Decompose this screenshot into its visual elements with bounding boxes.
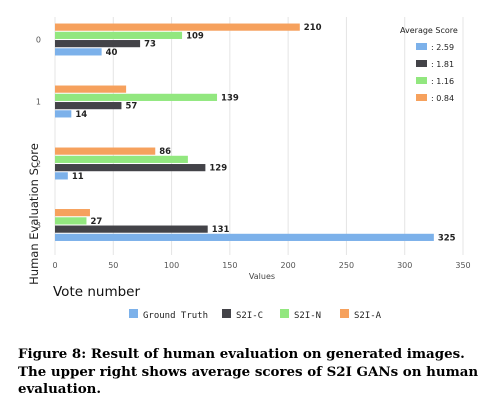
inset-legend-swatch [416,77,427,84]
inset-legend-value: : 0.84 [431,94,454,103]
y-axis-title: Human Evaluation Score [27,143,41,285]
bottom-legend-label: S2I-A [354,311,382,321]
data-label: 139 [221,93,239,103]
bottom-legend-swatch [222,309,231,318]
x-tick-label: 0 [52,261,57,270]
data-label: 73 [144,40,156,50]
y-tick-label: 2 [36,160,41,169]
x-tick-label: 50 [108,261,118,270]
bar-ground-truth [55,48,102,56]
x-tick-label: 350 [455,261,470,270]
inset-legend-value: : 1.16 [431,77,454,86]
inset-legend-value: : 1.81 [431,60,454,69]
bar-s2i-n [55,155,188,163]
y-tick-label: 1 [36,98,41,107]
bottom-legend-swatch [129,309,138,318]
bottom-legend-swatch [280,309,289,318]
inset-legend-swatch [416,60,427,67]
figure-caption: Figure 8: Result of human evaluation on … [18,346,479,397]
bottom-legend-label: S2I-C [236,311,263,321]
bar-ground-truth [55,172,68,180]
bottom-legend-label: S2I-N [294,311,321,321]
bar-ground-truth [55,233,434,241]
data-label: 57 [125,102,137,112]
bar-s2i-c [55,102,122,110]
bottom-legend-swatch [340,309,349,318]
inset-legend-swatch [416,43,427,50]
x-tick-label: 200 [281,261,296,270]
data-label: 40 [106,48,118,58]
x-tick-label: 300 [397,261,412,270]
bar-s2i-c [55,40,141,48]
y-tick-label: 0 [36,36,41,45]
data-label: 210 [304,23,322,33]
data-label: 131 [212,225,230,235]
bar-s2i-a [55,147,156,155]
inset-legend-swatch [416,94,427,101]
x-tick-label: 100 [164,261,179,270]
data-label: 86 [159,147,171,157]
bar-chart: 0 50 100 150 200 250 300 350 Values Human Evaluat… [27,17,471,321]
data-label: 129 [209,164,227,174]
bar-s2i-a [55,209,90,217]
x-tick-label: 150 [222,261,237,270]
bar-s2i-n [55,217,87,225]
x-axis-title: Values [249,272,275,281]
bar-s2i-a [55,85,127,93]
bar-s2i-c [55,225,208,233]
inset-legend-value: : 2.59 [431,43,454,52]
x-tick-label: 250 [339,261,354,270]
bar-s2i-n [55,31,183,39]
bottom-legend-label: Ground Truth [143,311,208,321]
bar-s2i-n [55,93,218,101]
vote-number-label: Vote number [53,284,141,300]
data-label: 14 [75,110,87,120]
bar-s2i-c [55,164,206,172]
data-label: 325 [438,233,456,243]
data-label: 11 [72,172,84,182]
inset-legend-title: Average Score [400,26,458,35]
data-label: 27 [90,217,102,227]
bar-ground-truth [55,110,72,118]
data-label: 109 [186,31,204,41]
bar-s2i-a [55,23,300,31]
y-tick-label: 3 [36,221,41,230]
